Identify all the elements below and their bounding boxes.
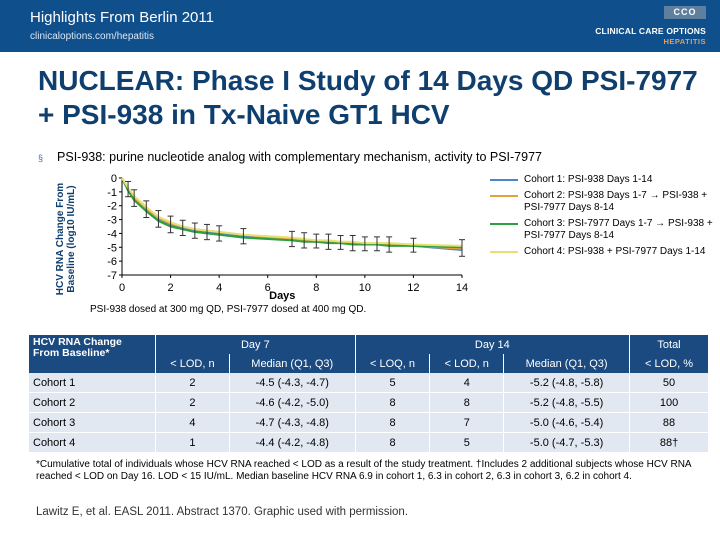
bullet-text: PSI-938: purine nucleotide analog with c… [57,150,542,164]
cell-d7-median: -4.5 (-4.3, -4.7) [229,373,356,393]
citation: Lawitz E, et al. EASL 2011. Abstract 137… [36,506,409,518]
cell-d7-median: -4.4 (-4.2, -4.8) [229,432,356,453]
table-corner-header: HCV RNA Change From Baseline* [29,335,156,373]
cell-d14-loq: 8 [355,392,431,413]
cell-d7-lod: 1 [155,432,230,453]
x-tick-label: 14 [456,282,468,294]
logo-badge: CCO [664,6,706,19]
table-row: Cohort 1 2 -4.5 (-4.3, -4.7) 5 4 -5.2 (-… [29,373,709,393]
cell-d7-lod: 4 [155,412,230,433]
logo-subtext: HEPATITIS [663,37,706,46]
conference-title: Highlights From Berlin 2011 [30,9,214,26]
cell-d14-lod: 8 [429,392,505,413]
subheader-total-lod: < LOD, % [629,354,709,373]
y-tick-label: -6 [107,256,117,268]
y-tick-label: -4 [107,228,117,240]
cell-d14-lod: 4 [429,373,505,393]
legend-item-cohort-2: Cohort 2: PSI-938 Days 1-7 → PSI-938 + P… [490,190,715,214]
subheader-d14-loq: < LOQ, n [355,354,431,373]
table-sub-header: < LOD, n Median (Q1, Q3) < LOQ, n < LOD,… [29,354,709,373]
cell-d7-lod: 2 [155,373,230,393]
cell-cohort: Cohort 3 [29,412,156,433]
y-tick-label: -7 [107,270,117,282]
cell-d7-lod: 2 [155,392,230,413]
subheader-d7-lod: < LOD, n [155,354,230,373]
cell-cohort: Cohort 2 [29,392,156,413]
subheader-d7-median: Median (Q1, Q3) [229,354,356,373]
legend-item-cohort-3: Cohort 3: PSI-7977 Days 1-7 → PSI-938 + … [490,218,715,242]
x-axis-title: Days [269,290,295,302]
cell-d7-median: -4.6 (-4.2, -5.0) [229,392,356,413]
series-line-cohort-3 [121,177,463,249]
header-day-7: Day 7 [155,335,356,354]
series-line-cohort-4 [121,177,463,247]
cell-d14-loq: 8 [355,412,431,433]
header-total: Total [629,335,709,354]
cell-d7-median: -4.7 (-4.3, -4.8) [229,412,356,433]
results-table: HCV RNA Change From Baseline* Day 7 Day … [29,335,709,453]
cell-d14-lod: 5 [429,432,505,453]
legend-item-cohort-4: Cohort 4: PSI-938 + PSI-7977 Days 1-14 [490,246,715,258]
legend-label: Cohort 3: PSI-7977 Days 1-7 → PSI-938 + … [524,218,713,241]
x-tick-label: 6 [265,282,271,294]
x-tick-label: 2 [168,282,174,294]
legend-swatch [490,179,518,181]
logo-text: CLINICAL CARE OPTIONS [595,26,706,36]
cell-total: 100 [629,392,709,413]
slide-title: NUCLEAR: Phase I Study of 14 Days QD PSI… [38,65,698,130]
subheader-d14-lod: < LOD, n [429,354,505,373]
y-tick-label: -5 [107,242,117,254]
table-row: Cohort 3 4 -4.7 (-4.3, -4.8) 8 7 -5.0 (-… [29,412,709,433]
legend-label: Cohort 2: PSI-938 Days 1-7 → PSI-938 + P… [524,190,708,213]
table-row: Cohort 2 2 -4.6 (-4.2, -5.0) 8 8 -5.2 (-… [29,392,709,413]
cell-total: 50 [629,373,709,393]
y-tick-label: -1 [107,187,117,199]
x-tick-label: 10 [359,282,371,294]
cell-d14-median: -5.0 (-4.6, -5.4) [503,412,631,433]
cell-d14-median: -5.2 (-4.8, -5.5) [503,392,631,413]
y-tick-label: -2 [107,201,117,213]
cell-d14-loq: 5 [355,373,431,393]
cell-cohort: Cohort 1 [29,373,156,393]
legend-swatch [490,251,518,253]
legend-label: Cohort 1: PSI-938 Days 1-14 [524,174,653,185]
x-tick-label: 0 [119,282,125,294]
cell-total: 88† [629,432,709,453]
cco-logo: CCO CLINICAL CARE OPTIONS HEPATITIS [546,6,706,48]
site-url: clinicaloptions.com/hepatitis [30,31,154,42]
table-row: Cohort 4 1 -4.4 (-4.2, -4.8) 8 5 -5.0 (-… [29,432,709,453]
footnote: *Cumulative total of individuals whose H… [36,459,692,482]
legend-label: Cohort 4: PSI-938 + PSI-7977 Days 1-14 [524,246,706,257]
table-group-header: HCV RNA Change From Baseline* Day 7 Day … [29,335,709,373]
legend-swatch [490,223,518,225]
cell-d14-loq: 8 [355,432,431,453]
dose-note: PSI-938 dosed at 300 mg QD, PSI-7977 dos… [90,304,367,315]
x-tick-label: 4 [216,282,222,294]
y-axis-title: HCV RNA Change From Baseline (log10 IU/m… [55,182,77,296]
legend-item-cohort-1: Cohort 1: PSI-938 Days 1-14 [490,174,715,186]
y-tick-label: -3 [107,215,117,227]
header-banner: Highlights From Berlin 2011 clinicalopti… [0,0,720,52]
cell-d14-median: -5.2 (-4.8, -5.8) [503,373,631,393]
x-tick-label: 8 [313,282,319,294]
bullet-point: § PSI-938: purine nucleotide analog with … [38,150,542,164]
y-tick-label: 0 [111,173,117,185]
cell-d14-lod: 7 [429,412,505,433]
legend-swatch [490,195,518,197]
cell-total: 88 [629,412,709,433]
header-day-14: Day 14 [355,335,631,354]
cell-d14-median: -5.0 (-4.7, -5.3) [503,432,631,453]
cell-cohort: Cohort 4 [29,432,156,453]
subheader-d14-median: Median (Q1, Q3) [503,354,631,373]
chart-legend: Cohort 1: PSI-938 Days 1-14 Cohort 2: PS… [490,174,715,262]
bullet-icon: § [38,153,44,163]
x-tick-label: 12 [407,282,419,294]
